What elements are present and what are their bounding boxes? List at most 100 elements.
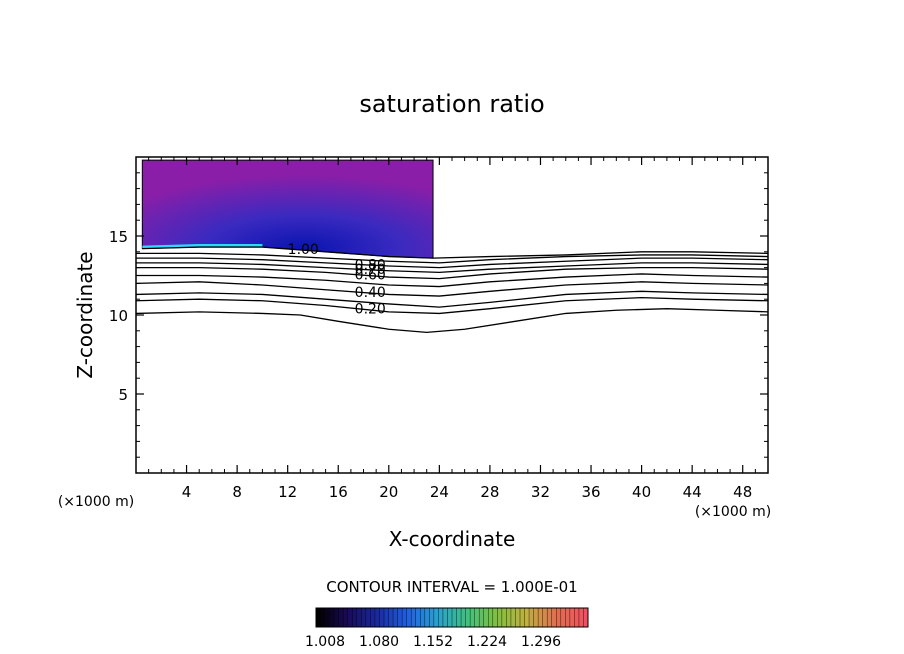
x-tick-label: 12 bbox=[278, 483, 297, 501]
colorbar-cell bbox=[316, 608, 321, 627]
x-tick-label: 44 bbox=[683, 483, 702, 501]
contour-line bbox=[136, 266, 769, 280]
x-tick-label: 4 bbox=[182, 483, 192, 501]
y-tick-label: 15 bbox=[109, 228, 128, 246]
x-tick-label: 20 bbox=[379, 483, 398, 501]
colorbar-cell bbox=[538, 608, 543, 627]
colorbar-cell bbox=[402, 608, 407, 627]
contour-line bbox=[135, 281, 769, 297]
x-unit-label-right: (×1000 m) bbox=[695, 504, 771, 520]
colorbar-cell bbox=[406, 608, 412, 627]
colorbar-cell bbox=[338, 608, 344, 627]
colorbar-cell bbox=[574, 608, 580, 627]
colorbar-cell bbox=[411, 608, 417, 627]
colorbar-cell bbox=[384, 608, 389, 627]
colorbar: 1.008 1.080 1.152 1.224 1.296 bbox=[305, 607, 589, 650]
colorbar-cell bbox=[565, 608, 571, 627]
colorbar-cell bbox=[452, 608, 457, 627]
x-unit-label-left: (×1000 m) bbox=[58, 494, 134, 510]
colorbar-cell bbox=[424, 608, 430, 627]
contour-label: 0.70 bbox=[355, 262, 386, 278]
contour-line bbox=[136, 257, 769, 269]
x-tick-label: 48 bbox=[733, 483, 752, 501]
colorbar-cell bbox=[433, 608, 439, 627]
colorbar-cell bbox=[529, 608, 534, 627]
colorbar-cell bbox=[515, 608, 521, 627]
x-tick-label: 28 bbox=[480, 483, 499, 501]
y-tick-label: 10 bbox=[109, 307, 128, 325]
colorbar-cell bbox=[361, 608, 367, 627]
colorbar-cell bbox=[347, 608, 353, 627]
plot-area: 1.000.800.700.600.400.20 bbox=[135, 159, 769, 334]
colorbar-cell bbox=[456, 608, 462, 627]
colorbar-cell bbox=[370, 608, 376, 627]
y-tick-label: 5 bbox=[118, 386, 128, 404]
contour-label: 0.60 bbox=[355, 268, 386, 284]
colorbar-label: 1.080 bbox=[359, 634, 399, 650]
y-axis-label: Z-coordinate bbox=[73, 251, 97, 378]
colorbar-cell bbox=[374, 608, 380, 627]
x-tick-label: 40 bbox=[632, 483, 651, 501]
x-axis: 4 8 12 16 20 24 28 32 36 40 44 48 bbox=[148, 157, 756, 501]
colorbar-cell bbox=[356, 608, 362, 627]
colorbar-cell bbox=[352, 608, 358, 627]
colorbar-cell bbox=[334, 608, 339, 627]
colorbar-label: 1.296 bbox=[521, 634, 561, 650]
colorbar-frame bbox=[315, 607, 589, 628]
colorbar-cell bbox=[556, 608, 562, 627]
colorbar-cell bbox=[583, 608, 589, 627]
colorbar-cell bbox=[325, 608, 330, 627]
contour-line bbox=[142, 246, 769, 259]
colorbar-cell bbox=[343, 608, 349, 627]
colorbar-cell bbox=[479, 608, 485, 627]
x-tick-label: 32 bbox=[531, 483, 550, 501]
colorbar-cell bbox=[542, 608, 548, 627]
x-tick-label: 16 bbox=[329, 483, 348, 501]
y-axis: 5 10 15 bbox=[109, 172, 768, 458]
colorbar-cell bbox=[547, 608, 553, 627]
colorbar-cell bbox=[393, 608, 398, 627]
contour-line bbox=[136, 273, 769, 288]
contour-line bbox=[135, 290, 769, 308]
colorbar-label: 1.152 bbox=[413, 634, 453, 650]
colorbar-cell bbox=[560, 608, 566, 627]
contour-label: 0.20 bbox=[355, 301, 386, 317]
colorbar-cell bbox=[397, 608, 403, 627]
colorbar-cell bbox=[524, 608, 530, 627]
colorbar-cell bbox=[388, 608, 394, 627]
colorbar-cell bbox=[465, 608, 471, 627]
colorbar-cell bbox=[510, 608, 516, 627]
contour-interval-text: CONTOUR INTERVAL = 1.000E-01 bbox=[326, 578, 577, 596]
colorbar-cell bbox=[429, 608, 435, 627]
x-axis-label: X-coordinate bbox=[389, 527, 516, 551]
colorbar-cell bbox=[488, 608, 494, 627]
contour-label: 0.40 bbox=[355, 285, 386, 301]
colorbar-cell bbox=[447, 608, 453, 627]
contour-line bbox=[135, 296, 769, 315]
colorbar-label: 1.224 bbox=[467, 634, 507, 650]
colorbar-cell bbox=[379, 608, 385, 627]
chart-title: saturation ratio bbox=[359, 90, 544, 118]
colorbar-cell bbox=[578, 608, 584, 627]
x-tick-label: 36 bbox=[581, 483, 600, 501]
colorbar-cell bbox=[461, 608, 466, 627]
colorbar-cell bbox=[470, 608, 475, 627]
colorbar-cell bbox=[551, 608, 557, 627]
colorbar-cell bbox=[569, 608, 575, 627]
colorbar-cell bbox=[483, 608, 489, 627]
x-tick-label: 24 bbox=[430, 483, 449, 501]
colorbar-cell bbox=[442, 608, 448, 627]
contour-line bbox=[136, 252, 769, 264]
contour-line bbox=[135, 308, 769, 334]
colorbar-cell bbox=[520, 608, 525, 627]
colorbar-cell bbox=[438, 608, 444, 627]
colorbar-cell bbox=[420, 608, 426, 627]
colorbar-cell bbox=[501, 608, 507, 627]
colorbar-cell bbox=[329, 608, 335, 627]
colorbar-cell bbox=[506, 608, 512, 627]
x-tick-label: 8 bbox=[232, 483, 242, 501]
colorbar-cell bbox=[365, 608, 371, 627]
colorbar-label: 1.008 bbox=[305, 634, 345, 650]
contour-label: 1.00 bbox=[288, 242, 319, 258]
